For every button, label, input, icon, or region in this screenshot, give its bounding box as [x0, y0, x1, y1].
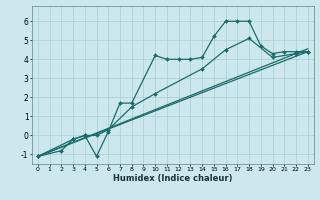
X-axis label: Humidex (Indice chaleur): Humidex (Indice chaleur) [113, 174, 233, 183]
